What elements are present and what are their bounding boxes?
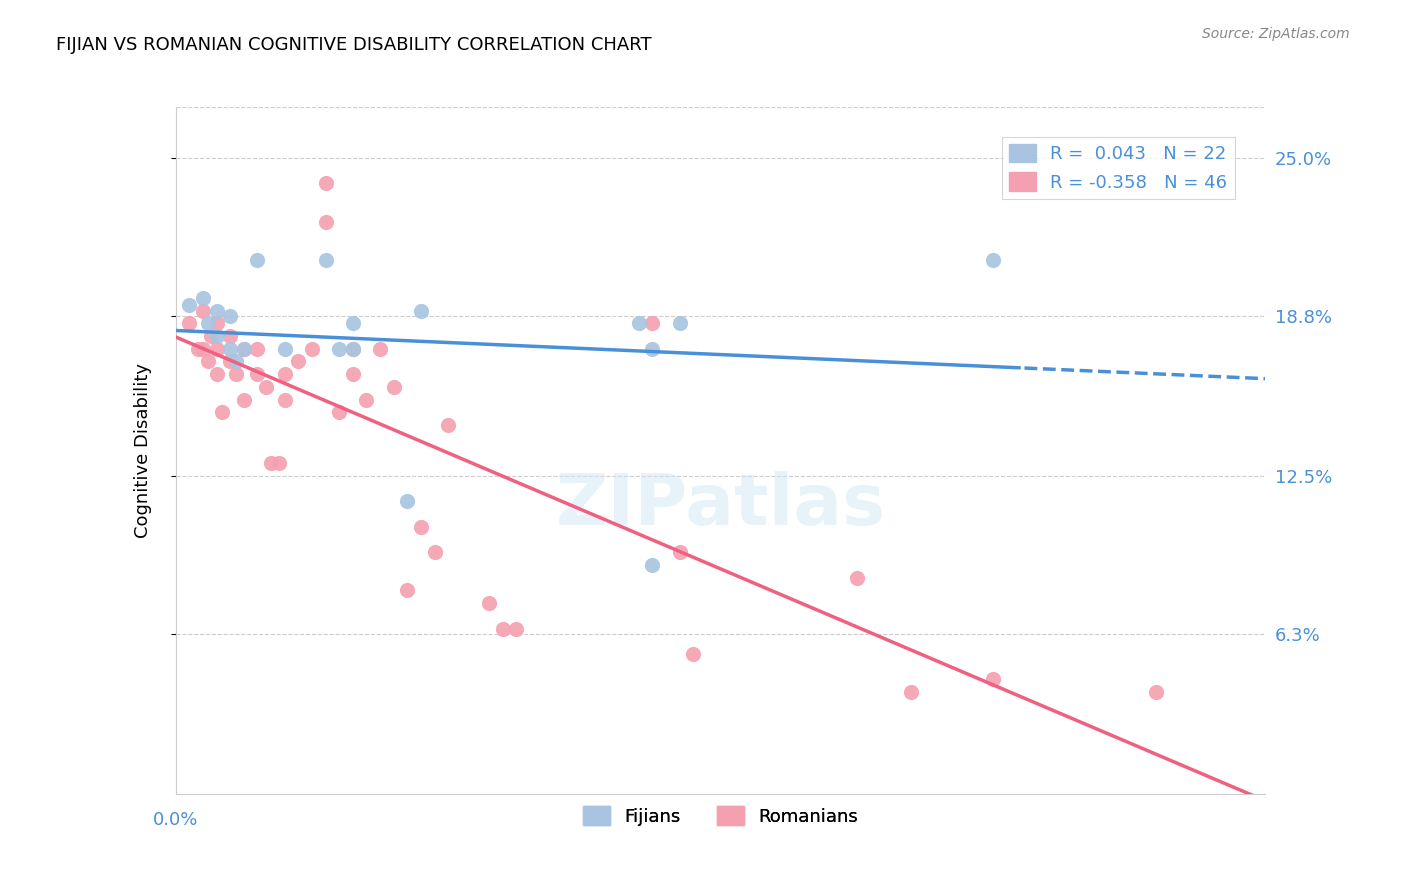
Point (492, 622, 515, 636)
Point (627, 316, 650, 330)
Point (197, 354, 219, 368)
Y-axis label: Cognitive Disability: Cognitive Disability (134, 363, 152, 538)
Point (396, 494, 419, 508)
Point (232, 342, 254, 356)
Point (197, 316, 219, 330)
Point (219, 342, 242, 356)
Point (641, 558, 664, 572)
Point (191, 342, 214, 356)
Point (205, 316, 228, 330)
Point (342, 316, 364, 330)
Point (225, 354, 247, 368)
Text: Source: ZipAtlas.com: Source: ZipAtlas.com (1202, 27, 1350, 41)
Text: 0.0%: 0.0% (153, 811, 198, 829)
Point (179, 298, 201, 312)
Point (505, 622, 527, 636)
Point (409, 303, 432, 318)
Point (900, 685, 922, 699)
Point (219, 309, 242, 323)
Point (315, 177, 337, 191)
Point (274, 367, 297, 381)
Point (205, 367, 228, 381)
Point (246, 342, 269, 356)
Point (191, 291, 214, 305)
Point (981, 252, 1004, 267)
Point (287, 354, 309, 368)
Point (315, 252, 337, 267)
Point (232, 392, 254, 407)
Point (845, 571, 868, 585)
Point (342, 367, 364, 381)
Point (211, 405, 233, 419)
Point (232, 342, 254, 356)
Point (205, 329, 228, 343)
Point (274, 342, 297, 356)
Point (186, 342, 209, 356)
Point (682, 647, 704, 661)
Point (1144, 685, 1167, 699)
Point (254, 380, 277, 394)
Point (219, 354, 242, 368)
Point (205, 342, 228, 356)
Point (219, 329, 242, 343)
Point (205, 303, 228, 318)
Point (423, 545, 446, 559)
Point (269, 456, 291, 470)
Point (396, 583, 419, 598)
Point (368, 342, 391, 356)
Point (191, 303, 214, 318)
Point (315, 214, 337, 228)
Point (274, 392, 297, 407)
Point (225, 367, 247, 381)
Point (437, 417, 460, 432)
Point (342, 342, 364, 356)
Point (641, 316, 664, 330)
Point (641, 342, 664, 356)
Point (260, 456, 283, 470)
Point (328, 342, 350, 356)
Point (179, 316, 201, 330)
Legend: Fijians, Romanians: Fijians, Romanians (576, 799, 865, 833)
Point (668, 545, 690, 559)
Point (200, 329, 222, 343)
Point (382, 380, 405, 394)
Point (246, 367, 269, 381)
Point (356, 392, 378, 407)
Point (668, 316, 690, 330)
Point (301, 342, 323, 356)
Point (342, 342, 364, 356)
Point (328, 405, 350, 419)
Point (981, 673, 1004, 687)
Point (246, 252, 269, 267)
Point (478, 596, 501, 610)
Point (409, 520, 432, 534)
Text: ZIPatlas: ZIPatlas (555, 471, 886, 540)
Text: FIJIAN VS ROMANIAN COGNITIVE DISABILITY CORRELATION CHART: FIJIAN VS ROMANIAN COGNITIVE DISABILITY … (56, 36, 652, 54)
